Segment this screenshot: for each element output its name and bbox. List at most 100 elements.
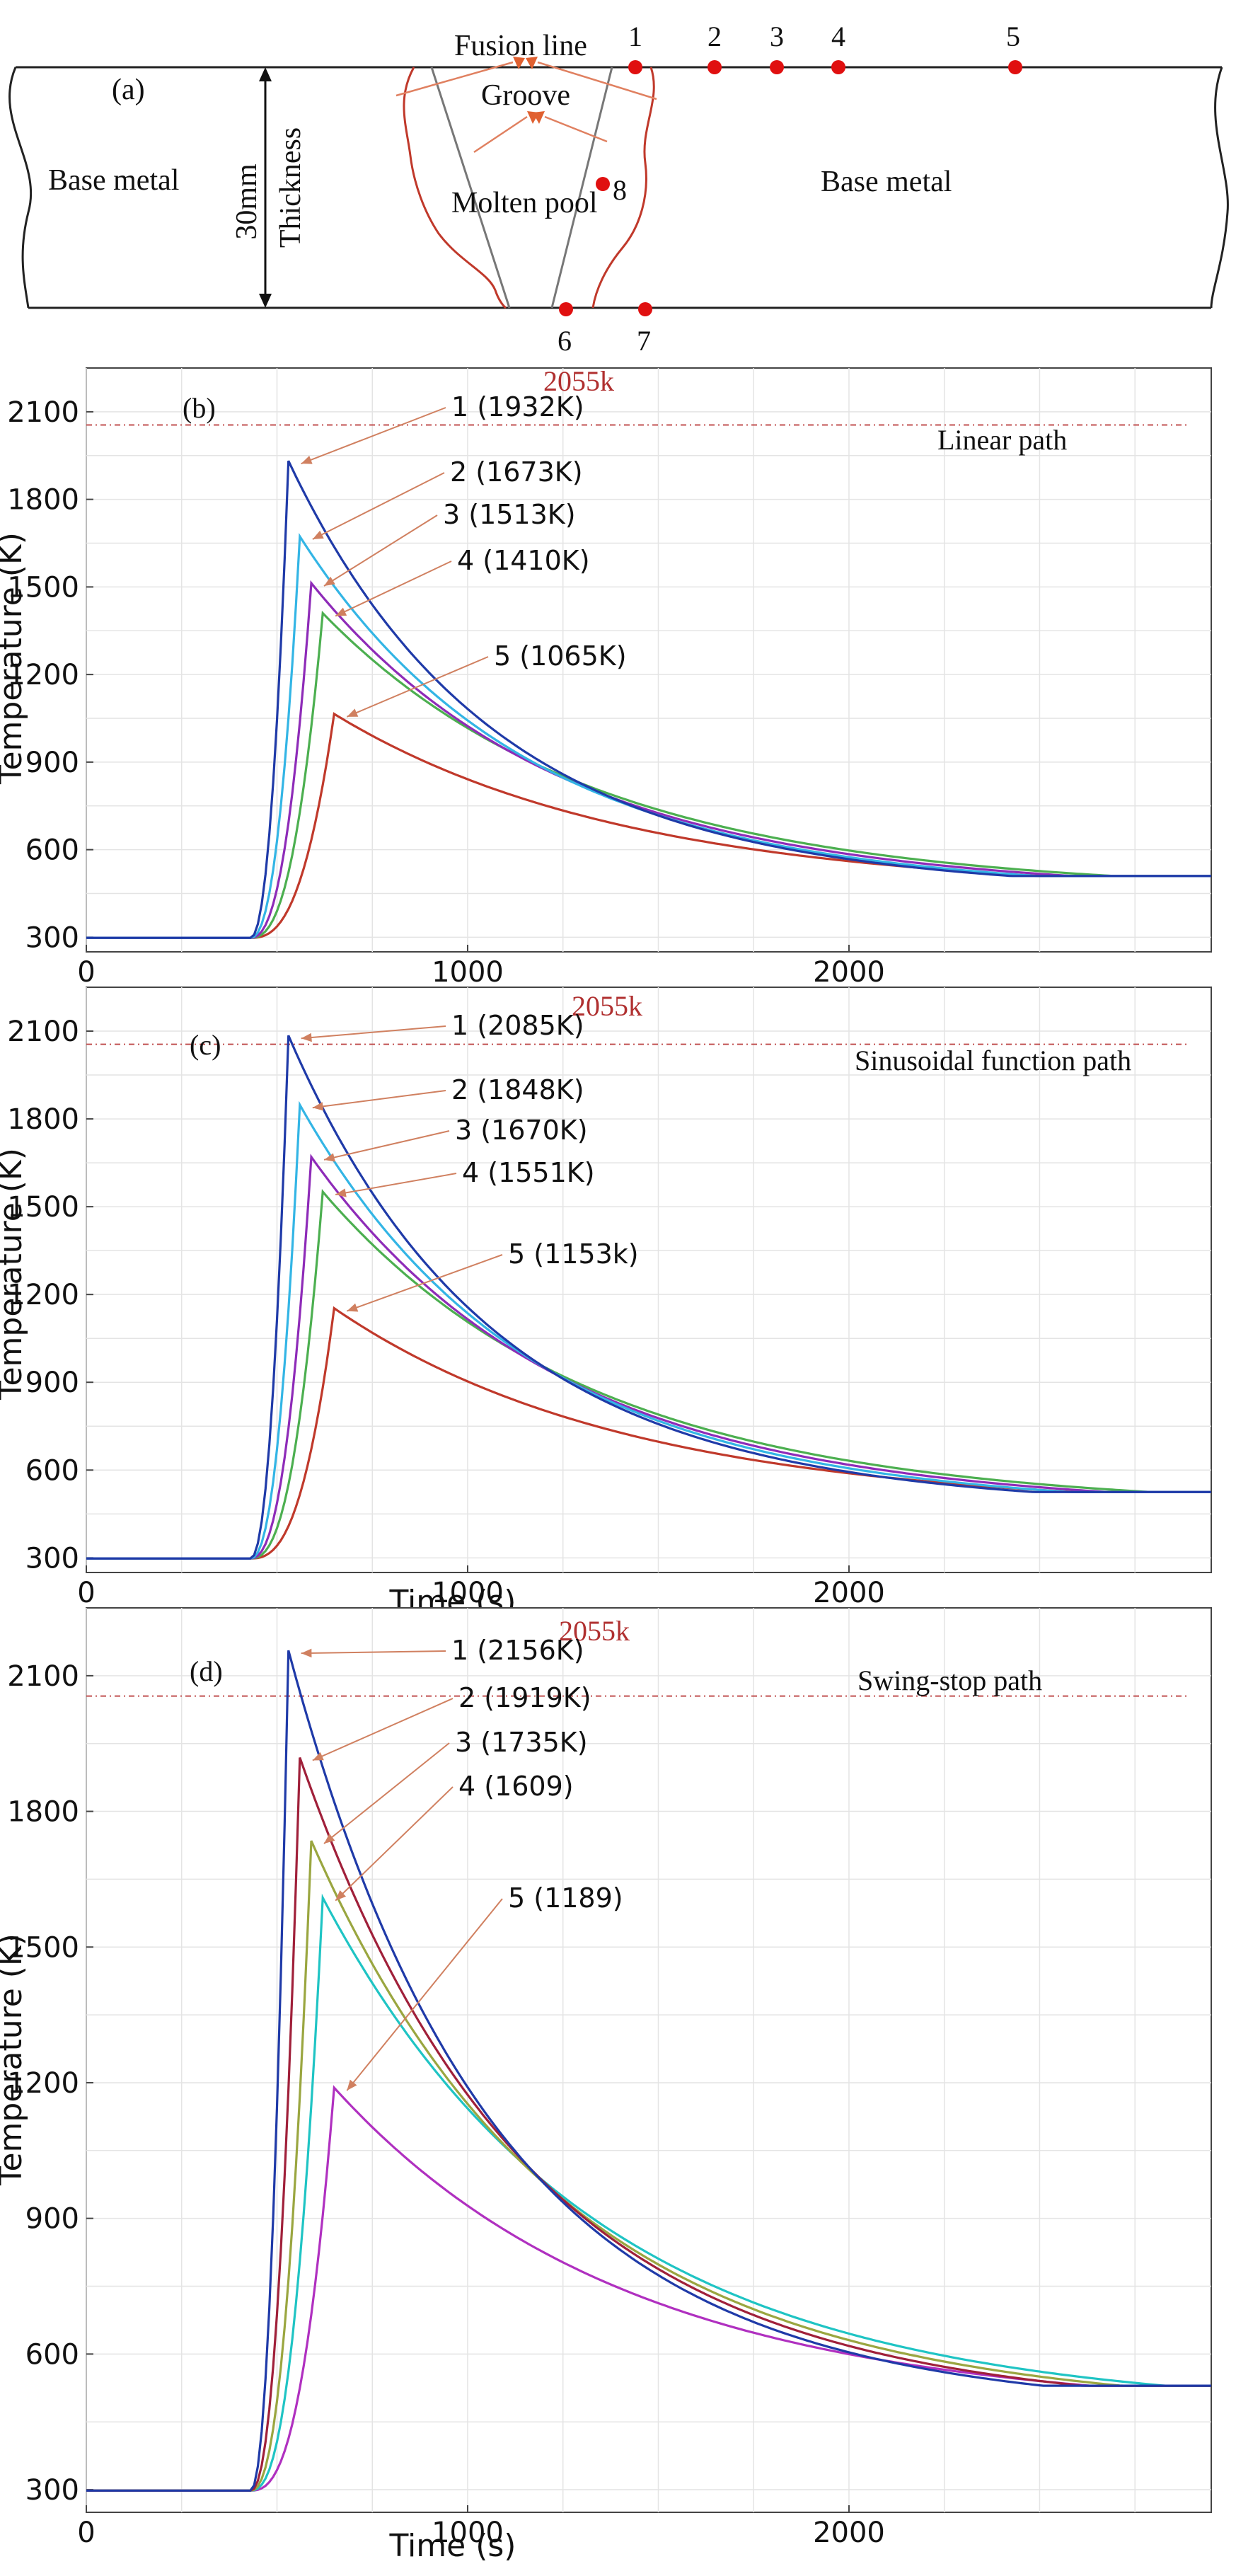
x-tick-label: 0: [77, 1577, 95, 1609]
y-tick-label: 1500: [7, 571, 79, 604]
fusion-line-left: [403, 67, 507, 309]
chart-sinusoidal-path: 300 600 900 1200 1500 1800 2100 0 1000 2000 Temper…: [0, 987, 1212, 1620]
molten-pool-label: Molten pool: [451, 187, 598, 219]
reference-label: 2055k: [559, 1615, 630, 1647]
annotation-arrow-4: [335, 1786, 454, 1902]
peak-label-2: 2 (1919K): [458, 1682, 591, 1713]
peak-label-3: 3 (1513K): [443, 499, 576, 530]
peak-label-3: 3 (1735K): [455, 1727, 588, 1758]
annotation-arrow-4: [335, 560, 452, 617]
point-2-label: 2: [707, 21, 722, 52]
peak-label-5: 5 (1065K): [494, 640, 627, 672]
annotation-arrowhead-5: [347, 708, 359, 717]
peak-label-4: 4 (1410K): [457, 545, 590, 576]
point-8-marker: [596, 177, 610, 191]
groove-line-left: [430, 67, 511, 309]
annotation-arrow-2: [312, 472, 445, 540]
y-tick-label: 600: [25, 834, 79, 867]
annotation-arrow-2: [312, 1698, 454, 1761]
point-6-marker: [559, 302, 573, 316]
y-tick-label: 1800: [7, 484, 79, 517]
thickness-arrow: [259, 67, 272, 308]
series-line-3: [86, 1154, 1211, 1560]
chart-linear-path: 300 600 900 1200 1500 1800 2100 0 1000 2000 Temper…: [0, 365, 1212, 989]
series-line-4: [86, 610, 1211, 939]
annotation-arrowhead-2: [312, 1102, 324, 1111]
peak-label-5: 5 (1189): [508, 1882, 623, 1914]
chart-title: Sinusoidal function path: [855, 1045, 1131, 1076]
series-line-3: [86, 1840, 1211, 2492]
y-tick-label: 600: [25, 1454, 79, 1487]
annotation-arrow-3: [323, 1130, 450, 1161]
annotation-arrowhead-3: [324, 1834, 335, 1844]
peak-label-5: 5 (1153k): [508, 1238, 639, 1270]
x-tick-label: 2000: [813, 2517, 885, 2549]
series-line-3: [86, 580, 1211, 939]
annotation-arrow-5: [346, 656, 489, 718]
series-line-4: [86, 1893, 1211, 2492]
plot-frame: [86, 367, 1212, 953]
y-tick-label: 2100: [7, 1016, 79, 1048]
annotation-arrow-2: [312, 1090, 446, 1109]
peak-label-1: 1 (1932K): [451, 391, 584, 422]
y-tick-label: 1200: [7, 2067, 79, 2100]
groove-line-right: [550, 67, 613, 309]
annotation-arrowhead-5: [347, 1303, 359, 1312]
x-tick-label: 1000: [432, 1577, 504, 1609]
series-line-2: [86, 1100, 1211, 1560]
measurement-points: [559, 60, 1022, 316]
y-tick-label: 900: [25, 1367, 79, 1399]
point-7-marker: [638, 302, 652, 316]
point-3-marker: [770, 60, 784, 74]
y-tick-label: 1500: [7, 1931, 79, 1964]
chart-title: Swing-stop path: [857, 1664, 1042, 1696]
annotation-arrow-3: [323, 1742, 450, 1844]
annotation-arrow-3: [323, 514, 438, 587]
point-3-label: 3: [770, 21, 784, 52]
series-line-1: [86, 460, 1211, 939]
y-tick-label: 900: [25, 2203, 79, 2236]
y-axis-label: Temperature (K): [0, 1933, 29, 2186]
x-tick-label: 1000: [432, 956, 504, 989]
peak-label-4: 4 (1551K): [462, 1157, 595, 1188]
y-tick-label: 1200: [7, 1279, 79, 1311]
y-tick-label: 300: [25, 921, 79, 954]
annotation-arrowhead-3: [324, 576, 335, 587]
panel-label: (c): [190, 1029, 221, 1061]
y-axis-label: Temperature (K): [0, 1148, 29, 1401]
peak-label-2: 2 (1848K): [451, 1074, 584, 1105]
thickness-label: Thickness: [275, 127, 307, 248]
plate-right-edge: [1210, 67, 1229, 309]
plate-left-edge: [8, 67, 33, 309]
weld-diagram: (a) Base metal Base metal 30mm Thickness…: [8, 21, 1229, 357]
peak-label-1: 1 (2085K): [451, 1010, 584, 1041]
y-tick-label: 300: [25, 2474, 79, 2507]
x-tick-label: 2000: [813, 956, 885, 989]
point-5-marker: [1008, 60, 1022, 74]
point-1-marker: [628, 60, 642, 74]
annotation-arrowhead-1: [301, 1648, 312, 1658]
annotation-arrow-1: [301, 1025, 446, 1040]
y-tick-label: 1200: [7, 659, 79, 691]
reference-label: 2055k: [572, 990, 642, 1022]
y-tick-label: 2100: [7, 1660, 79, 1693]
y-tick-label: 300: [25, 1542, 79, 1575]
arrow-heads: [513, 57, 545, 124]
annotation-arrow-1: [301, 407, 446, 465]
x-axis-label: Time (s): [389, 2528, 516, 2564]
annotation-arrowhead-5: [347, 2079, 357, 2091]
annotation-arrow-5: [346, 1254, 503, 1312]
annotation-arrowhead-1: [301, 456, 313, 464]
annotation-arrowhead-4: [335, 607, 347, 616]
peak-label-4: 4 (1609): [458, 1771, 574, 1802]
y-tick-label: 900: [25, 747, 79, 779]
reference-label: 2055k: [543, 365, 614, 397]
y-tick-label: 1800: [7, 1796, 79, 1829]
annotation-arrowhead-4: [335, 1188, 347, 1197]
point-4-marker: [831, 60, 845, 74]
annotation-arrowhead-2: [312, 530, 324, 540]
fusion-line-arrows: [395, 61, 657, 154]
panel-label: (b): [183, 392, 216, 424]
series-line-2: [86, 1756, 1211, 2492]
